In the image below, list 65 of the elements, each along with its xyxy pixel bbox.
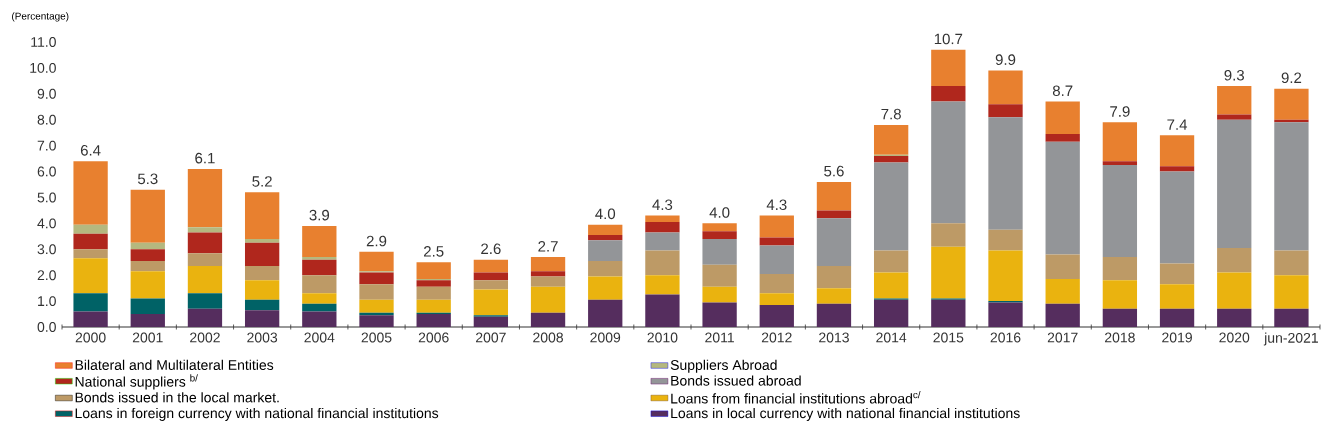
x-tick-label: 2005 [361,332,392,343]
legend-label: Bilateral and Multilateral Entities [75,359,274,370]
total-label: 7.9 [1110,106,1130,117]
y-tick-label: 10.0 [30,62,56,73]
y-tick-label: 9.0 [37,88,56,99]
x-tick-label: 2020 [1219,332,1250,343]
x-tick-label: 2015 [933,332,964,343]
x-tick-label: 2004 [304,332,335,343]
x-tick-label: 2018 [1105,332,1135,343]
x-tick-label: 2006 [418,332,449,343]
y-tick-label: 8.0 [37,114,56,125]
total-label: 4.3 [766,199,787,211]
legend-label: Bonds issued in the local market. [75,392,279,403]
y-tick-label: 11.0 [31,37,56,47]
x-tick-label: jun-2021 [1263,332,1318,346]
x-tick-label: 2000 [75,332,106,343]
y-tick-label: 7.0 [37,140,56,151]
legend-label: National suppliers $^{b/}$ [75,374,198,390]
x-tick-label: 2011 [705,332,734,343]
total-label: 7.8 [881,108,901,120]
total-label: 5.3 [137,173,158,185]
total-label: 2.7 [538,241,558,252]
total-label: 9.9 [995,54,1016,65]
total-label: 6.1 [195,152,215,164]
x-tick-label: 2001 [132,332,163,343]
total-label: 9.2 [1281,72,1302,84]
legend-label: Loans in local currency with national financial institutions [671,407,1020,421]
total-label: 2.9 [366,235,387,247]
legend-label: Bonds issued abroad [671,375,801,386]
y-tick-label: 1.0 [38,296,56,307]
x-tick-label: 2012 [761,332,792,343]
y-tick-label: 0.0 [37,322,56,332]
total-label: 10.7 [934,33,963,45]
x-tick-label: 2009 [590,332,621,343]
x-tick-label: 2017 [1047,332,1078,343]
y-tick-label: 4.0 [37,218,56,229]
y-axis-title: (Percentage) [12,12,69,22]
x-tick-label: 2010 [647,332,678,343]
total-label: 8.7 [1052,85,1073,97]
total-label: 4.3 [652,199,673,211]
y-tick-label: 5.0 [37,192,56,203]
x-tick-label: 2008 [533,332,563,343]
y-tick-label: 6.0 [37,166,56,177]
total-label: 5.6 [824,165,844,177]
x-tick-label: 2013 [819,332,849,343]
x-tick-label: 2016 [990,332,1021,343]
x-tick-label: 2002 [190,332,220,343]
total-label: 4.0 [595,208,616,220]
y-tick-label: 2.0 [37,270,56,281]
total-label: 3.9 [309,209,330,221]
y-tick-label: 3.0 [37,244,56,255]
legend-label: Loans from financial institutions abroad$^{c/}$ [671,391,921,404]
total-label: 7.4 [1167,119,1188,130]
x-tick-label: 2019 [1162,332,1192,343]
x-tick-label: 2003 [247,332,278,343]
total-label: 5.2 [252,176,272,187]
total-label: 6.4 [80,145,101,156]
total-label: 2.5 [424,246,444,257]
total-label: 2.6 [481,243,501,255]
x-tick-label: 2014 [876,332,907,343]
total-label: 9.3 [1224,69,1245,81]
legend-label: Loans in foreign currency with national financial institutions [75,407,439,421]
x-tick-label: 2007 [476,332,506,343]
legend-label: Suppliers Abroad [670,359,777,373]
total-label: 4.0 [709,207,730,218]
